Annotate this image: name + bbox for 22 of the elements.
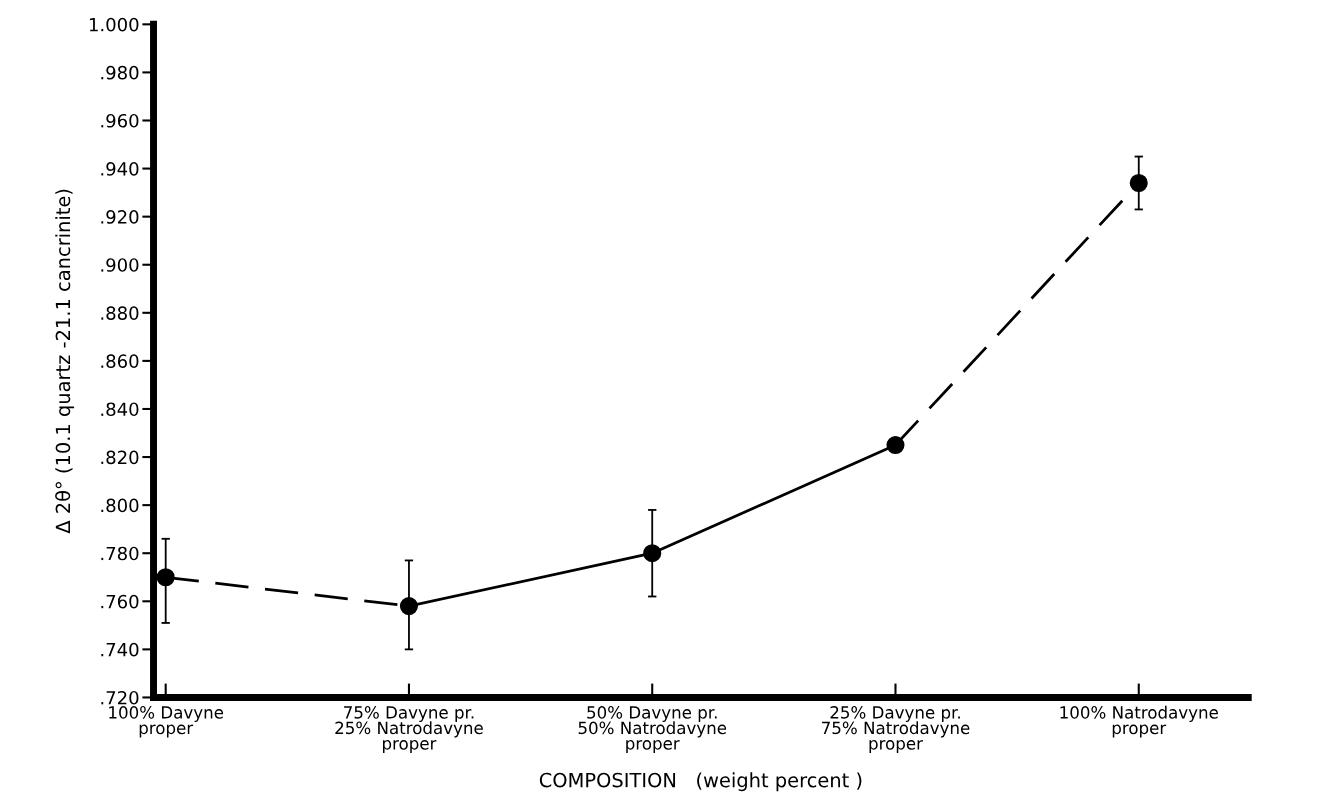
x-axis-title: COMPOSITION (weight percent ) [539, 772, 862, 792]
y-tick-label: .820 [101, 450, 139, 465]
y-tick-label: .740 [101, 642, 139, 657]
y-tick-label: .840 [101, 402, 139, 417]
y-tick-label: .880 [101, 306, 139, 320]
x-tick-label: 25% Davyne pr. 75% Natrodavyne proper [822, 706, 970, 753]
y-axis-title: Δ 2θ° (10.1 quartz -21.1 cancrinite) [55, 189, 75, 534]
y-tick-label: .920 [101, 210, 139, 224]
y-tick-label: .900 [101, 258, 139, 272]
y-tick-label: .780 [101, 546, 139, 561]
y-tick-label: .960 [101, 113, 139, 128]
y-tick-label: .980 [101, 65, 139, 80]
y-tick-label: .720 [101, 690, 139, 705]
y-tick-label: .800 [101, 498, 139, 513]
y-tick-label: .940 [101, 162, 139, 176]
x-tick-label: 75% Davyne pr. 25% Natrodavyne proper [335, 706, 483, 753]
y-tick-label: .760 [101, 594, 139, 609]
y-tick-label: 1.000 [89, 17, 139, 32]
x-tick-label: 50% Davyne pr. 50% Natrodavyne proper [578, 706, 727, 753]
x-tick-label: 100% Natrodavyne proper [1060, 705, 1218, 738]
y-tick-label: .860 [101, 354, 139, 369]
x-tick-label: 100% Davyne proper [109, 706, 224, 738]
